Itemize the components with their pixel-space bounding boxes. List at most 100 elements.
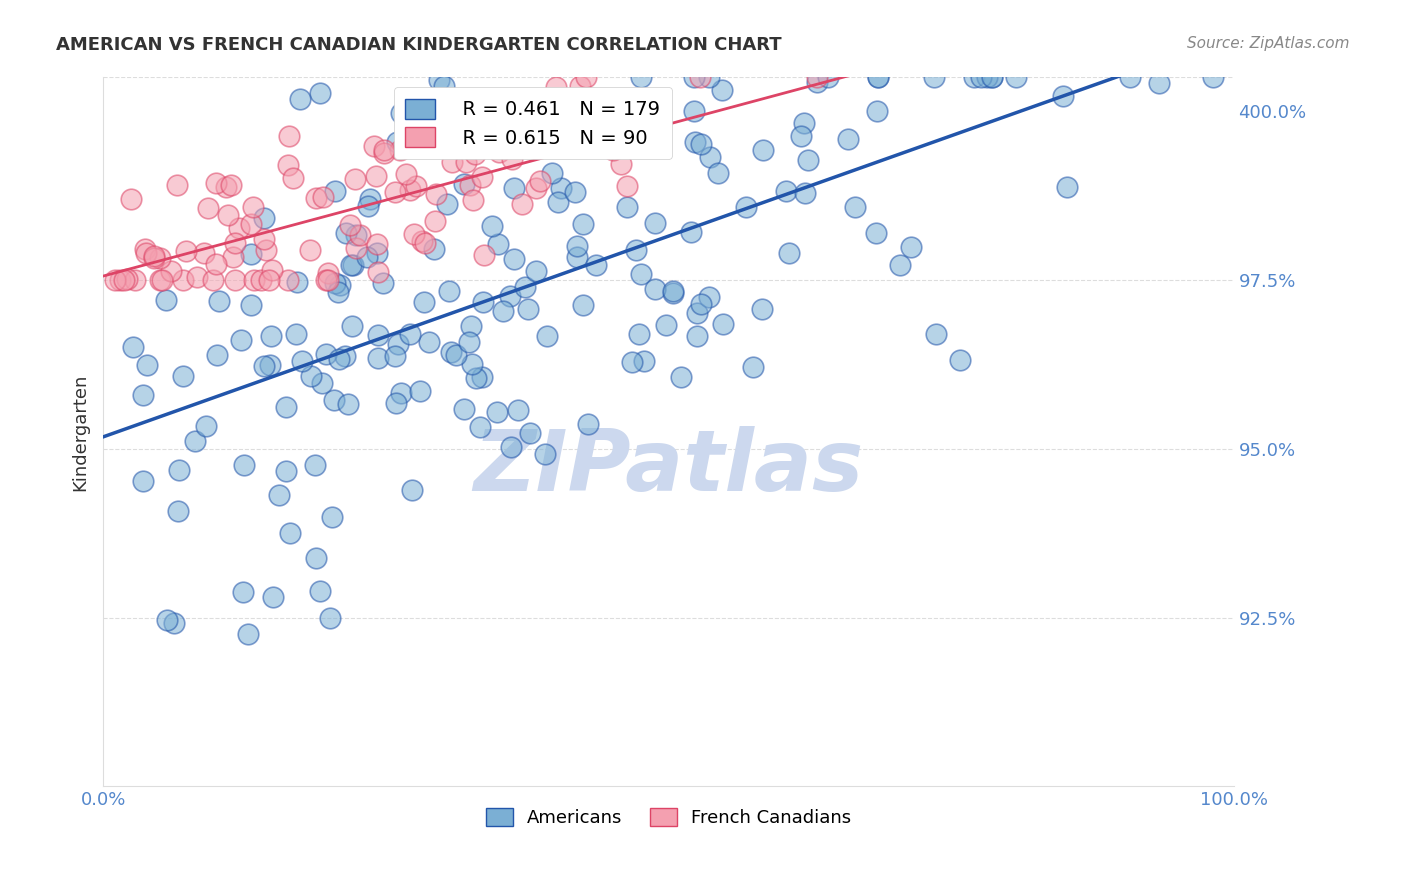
Americans <box>262 590 284 604</box>
Americans <box>837 131 859 145</box>
Americans <box>498 136 520 151</box>
Americans <box>778 245 800 260</box>
Americans <box>433 78 456 93</box>
Americans <box>541 166 564 180</box>
Americans <box>710 83 733 97</box>
Americans <box>630 70 652 85</box>
Americans <box>232 584 254 599</box>
Americans <box>276 400 298 414</box>
Americans <box>1005 70 1028 85</box>
Americans <box>155 293 177 308</box>
Americans <box>167 463 190 477</box>
Americans <box>486 237 509 252</box>
Americans <box>344 228 367 243</box>
French Canadians <box>239 218 262 232</box>
French Canadians <box>250 273 273 287</box>
French Canadians <box>316 267 339 281</box>
Americans <box>472 294 495 309</box>
French Canadians <box>461 194 484 208</box>
Americans <box>337 397 360 411</box>
French Canadians <box>399 183 422 197</box>
French Canadians <box>277 158 299 172</box>
French Canadians <box>304 191 326 205</box>
Americans <box>233 458 256 473</box>
Americans <box>506 403 529 417</box>
French Canadians <box>201 273 224 287</box>
Americans <box>172 369 194 384</box>
Americans <box>413 295 436 310</box>
Americans <box>711 317 734 331</box>
Americans <box>240 247 263 261</box>
French Canadians <box>217 208 239 222</box>
Americans <box>644 215 666 229</box>
Americans <box>752 143 775 157</box>
French Canadians <box>124 273 146 287</box>
Americans <box>925 326 948 341</box>
French Canadians <box>602 144 624 158</box>
Americans <box>468 420 491 434</box>
Americans <box>686 306 709 320</box>
Americans <box>356 251 378 265</box>
Americans <box>948 352 970 367</box>
Americans <box>389 106 412 120</box>
French Canadians <box>472 247 495 261</box>
French Canadians <box>384 185 406 199</box>
Americans <box>326 285 349 300</box>
French Canadians <box>806 70 828 85</box>
Americans <box>122 340 145 354</box>
French Canadians <box>344 241 367 255</box>
French Canadians <box>149 273 172 287</box>
French Canadians <box>159 263 181 277</box>
Americans <box>586 132 609 146</box>
French Canadians <box>120 192 142 206</box>
Americans <box>585 258 607 272</box>
French Canadians <box>204 176 226 190</box>
Americans <box>655 318 678 333</box>
Americans <box>924 70 946 85</box>
French Canadians <box>367 265 389 279</box>
Americans <box>299 369 322 384</box>
Americans <box>685 135 707 149</box>
Americans <box>166 504 188 518</box>
Americans <box>208 294 231 309</box>
Americans <box>319 611 342 625</box>
Americans <box>135 358 157 372</box>
Americans <box>564 185 586 199</box>
Americans <box>259 328 281 343</box>
Americans <box>422 242 444 256</box>
Americans <box>290 354 312 368</box>
Text: AMERICAN VS FRENCH CANADIAN KINDERGARTEN CORRELATION CHART: AMERICAN VS FRENCH CANADIAN KINDERGARTEN… <box>56 36 782 54</box>
French Canadians <box>298 244 321 258</box>
Americans <box>437 284 460 298</box>
Americans <box>492 303 515 318</box>
French Canadians <box>278 128 301 143</box>
French Canadians <box>143 249 166 263</box>
Americans <box>1147 76 1170 90</box>
Americans <box>231 333 253 347</box>
Americans <box>844 200 866 214</box>
French Canadians <box>312 190 335 204</box>
Americans <box>387 336 409 351</box>
French Canadians <box>242 200 264 214</box>
Americans <box>323 276 346 290</box>
French Canadians <box>339 219 361 233</box>
Americans <box>458 334 481 349</box>
Americans <box>633 354 655 368</box>
French Canadians <box>366 237 388 252</box>
Americans <box>308 584 330 599</box>
Americans <box>285 326 308 341</box>
Americans <box>865 226 887 240</box>
Americans <box>427 73 450 87</box>
French Canadians <box>172 273 194 287</box>
Americans <box>315 347 337 361</box>
Y-axis label: Kindergarten: Kindergarten <box>72 373 89 491</box>
Americans <box>274 464 297 478</box>
Americans <box>576 417 599 431</box>
French Canadians <box>134 242 156 256</box>
Text: Source: ZipAtlas.com: Source: ZipAtlas.com <box>1187 36 1350 51</box>
Americans <box>865 103 887 118</box>
Americans <box>565 238 588 252</box>
Americans <box>697 290 720 304</box>
Americans <box>311 376 333 391</box>
Americans <box>571 217 593 231</box>
